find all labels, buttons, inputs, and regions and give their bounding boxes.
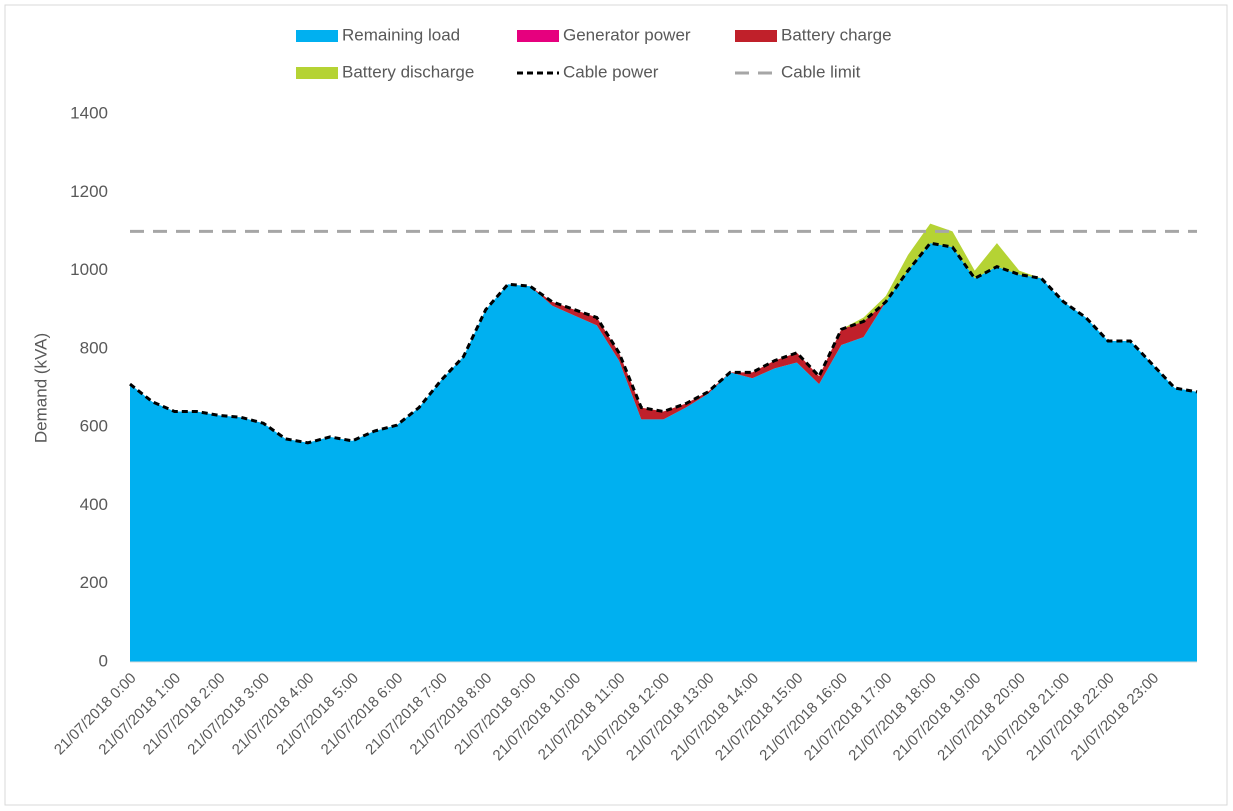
y-tick-label: 0 [99,651,108,670]
legend-swatch [296,67,338,79]
area [130,243,1197,662]
y-tick-label: 1000 [70,260,108,279]
legend-label: Generator power [563,25,691,44]
legend-label: Cable limit [781,62,861,81]
y-tick-label: 600 [80,417,108,436]
y-tick-label: 200 [80,573,108,592]
legend-label: Cable power [563,62,659,81]
line [129,241,1198,445]
legend-label: Battery discharge [342,62,474,81]
legend-label: Battery charge [781,25,892,44]
y-tick-label: 800 [80,338,108,357]
y-axis-label: Demand (kVA) [31,333,50,443]
y-tick-label: 1200 [70,182,108,201]
y-tick-label: 400 [80,495,108,514]
legend-swatch [296,30,338,42]
y-tick-label: 1400 [70,103,108,122]
legend-swatch [735,30,777,42]
legend-label: Remaining load [342,25,460,44]
legend-swatch [517,30,559,42]
